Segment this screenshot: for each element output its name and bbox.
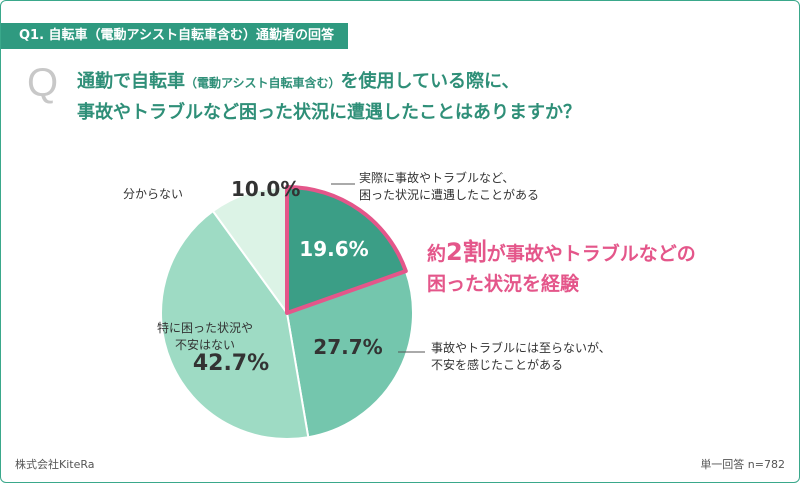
sample-note: 単一回答 n=782 (700, 458, 785, 471)
slice-value-label-4: 10.0% (231, 177, 300, 201)
slice-value-label-1: 19.6% (299, 237, 368, 261)
highlight-line-1: 約2割が事故やトラブルなどの (427, 237, 696, 269)
slice-category-label-1: 実際に事故やトラブルなど、困った状況に遭遇したことがある (359, 170, 539, 202)
question-line-1: 通勤で自転車（電動アシスト自転車含む）を使用している際に、 (77, 67, 777, 98)
question-line-2: 事故やトラブルなど困った状況に遭遇したことはありますか？ (77, 102, 581, 123)
highlight-line-2: 困った状況を経験 (427, 273, 580, 295)
slice-value-label-3: 42.7% (193, 351, 269, 376)
slice-category-label-2: 事故やトラブルには至らないが、不安を感じたことがある (431, 340, 611, 372)
slice-category-label-4: 分からない (123, 187, 183, 201)
pie-slice-2 (285, 269, 414, 439)
highlight-big: 2割 (446, 238, 487, 266)
highlight-pre: 約 (427, 243, 447, 265)
pie-slice-3 (160, 209, 310, 440)
question-line-1-small: （電動アシスト自転車含む） (185, 76, 341, 90)
question-line-1-pre: 通勤で自転車 (77, 71, 185, 92)
highlight-post: が事故やトラブルなどの (486, 243, 696, 265)
question-text: 通勤で自転車（電動アシスト自転車含む）を使用している際に、 事故やトラブルなど困… (77, 67, 777, 128)
emphasized-slice-outline (285, 185, 408, 315)
slice-category-label-3: 特に困った状況や不安はない (157, 320, 253, 352)
question-line-1-post: を使用している際に、 (340, 71, 520, 92)
source-credit: 株式会社KiteRa (15, 458, 95, 471)
slice-value-label-2: 27.7% (313, 335, 382, 359)
highlight-callout: 約2割が事故やトラブルなどの 困った状況を経験 (427, 237, 696, 299)
question-tag: Q1. 自転車（電動アシスト自転車含む）通勤者の回答 (1, 23, 349, 49)
q-mark: Q (27, 61, 59, 105)
